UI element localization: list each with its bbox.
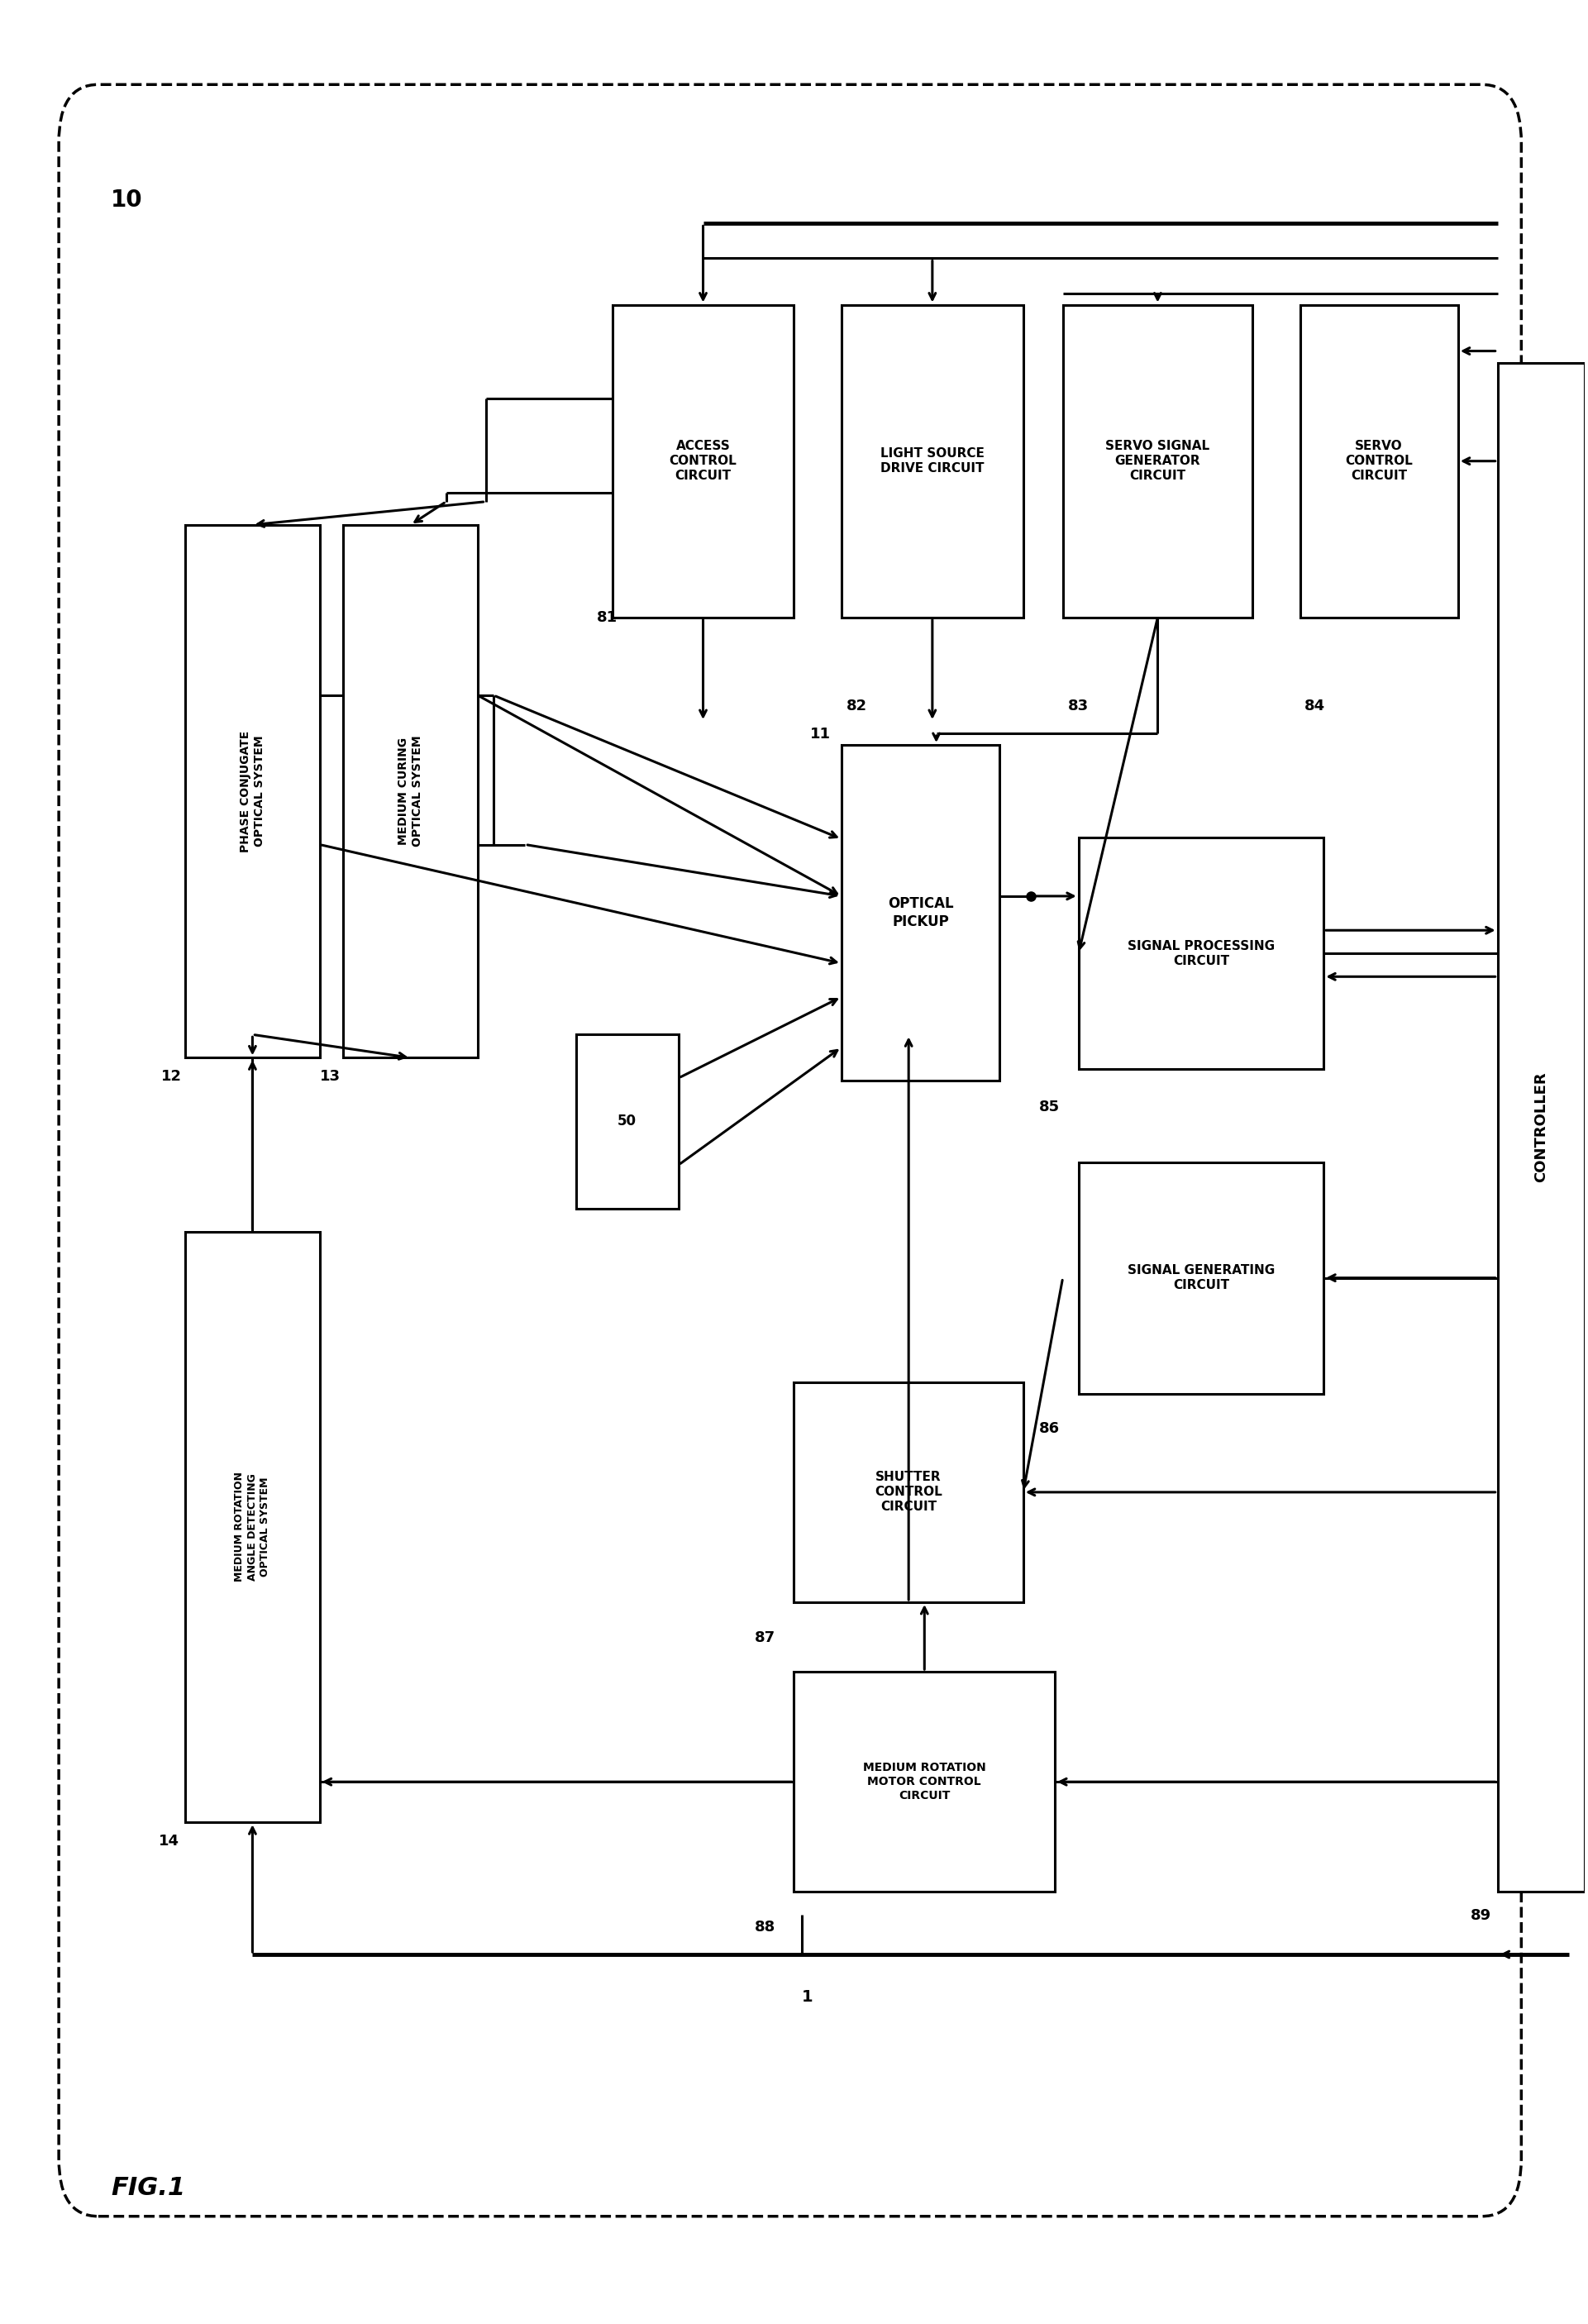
Text: 87: 87 [754,1629,775,1645]
FancyBboxPatch shape [186,525,319,1057]
FancyBboxPatch shape [842,746,999,1081]
FancyBboxPatch shape [1301,304,1458,618]
Text: MEDIUM ROTATION
MOTOR CONTROL
CIRCUIT: MEDIUM ROTATION MOTOR CONTROL CIRCUIT [862,1762,986,1801]
Text: CONTROLLER: CONTROLLER [1534,1071,1548,1183]
FancyBboxPatch shape [794,1383,1023,1601]
Text: SIGNAL PROCESSING
CIRCUIT: SIGNAL PROCESSING CIRCUIT [1127,939,1275,967]
FancyBboxPatch shape [1497,363,1585,1892]
Text: 81: 81 [597,611,618,625]
Text: OPTICAL
PICKUP: OPTICAL PICKUP [888,897,953,930]
Text: SHUTTER
CONTROL
CIRCUIT: SHUTTER CONTROL CIRCUIT [875,1471,942,1513]
FancyBboxPatch shape [576,1034,678,1208]
Text: 84: 84 [1305,700,1326,713]
Text: 1: 1 [802,1989,813,2006]
FancyBboxPatch shape [611,304,794,618]
Text: 89: 89 [1470,1908,1491,1922]
Text: SIGNAL GENERATING
CIRCUIT: SIGNAL GENERATING CIRCUIT [1127,1264,1275,1292]
FancyBboxPatch shape [343,525,478,1057]
FancyBboxPatch shape [1062,304,1253,618]
FancyBboxPatch shape [186,1232,319,1822]
Text: SERVO
CONTROL
CIRCUIT: SERVO CONTROL CIRCUIT [1345,439,1413,481]
Text: 14: 14 [159,1834,179,1850]
Text: 83: 83 [1067,700,1088,713]
Text: 12: 12 [162,1069,183,1085]
FancyBboxPatch shape [842,304,1023,618]
Text: 50: 50 [618,1113,637,1129]
Text: 10: 10 [111,188,143,211]
FancyBboxPatch shape [1078,1162,1324,1394]
Text: 82: 82 [846,700,867,713]
Text: MEDIUM ROTATION
ANGLE DETECTING
OPTICAL SYSTEM: MEDIUM ROTATION ANGLE DETECTING OPTICAL … [235,1471,270,1583]
Text: 11: 11 [810,727,831,741]
Text: FIG.1: FIG.1 [111,2175,186,2201]
Text: MEDIUM CURING
OPTICAL SYSTEM: MEDIUM CURING OPTICAL SYSTEM [399,737,424,846]
Text: SERVO SIGNAL
GENERATOR
CIRCUIT: SERVO SIGNAL GENERATOR CIRCUIT [1105,439,1210,481]
Text: PHASE CONJUGATE
OPTICAL SYSTEM: PHASE CONJUGATE OPTICAL SYSTEM [240,730,265,853]
Text: 86: 86 [1039,1422,1059,1436]
Text: 88: 88 [754,1920,775,1934]
Text: 13: 13 [319,1069,340,1085]
Text: 85: 85 [1039,1099,1059,1113]
Text: ACCESS
CONTROL
CIRCUIT: ACCESS CONTROL CIRCUIT [669,439,737,481]
Text: LIGHT SOURCE
DRIVE CIRCUIT: LIGHT SOURCE DRIVE CIRCUIT [880,449,985,474]
FancyBboxPatch shape [1078,837,1324,1069]
FancyBboxPatch shape [794,1671,1054,1892]
